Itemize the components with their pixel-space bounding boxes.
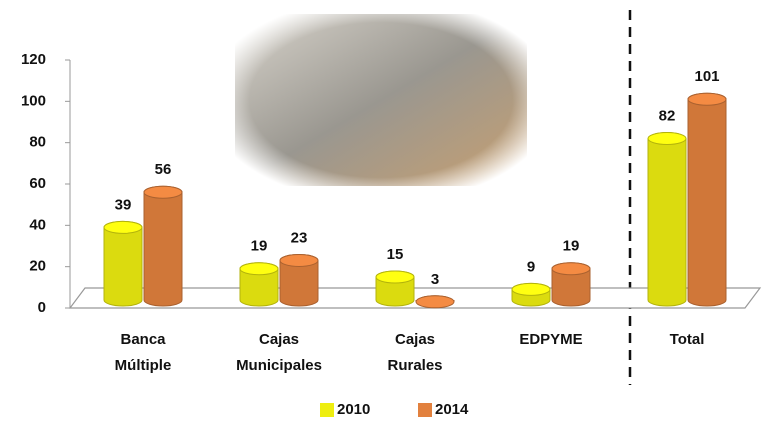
page: 020406080100120BancaMúltiple3956CajasMun…: [0, 0, 769, 425]
data-label: 9: [527, 258, 535, 275]
bar: [648, 133, 686, 306]
data-label: 39: [115, 196, 132, 213]
data-label: 15: [387, 246, 404, 263]
y-tick-label: 100: [21, 92, 46, 109]
bar-top: [376, 271, 414, 283]
x-tick-label: EDPYME: [519, 331, 582, 348]
y-tick-label: 20: [29, 258, 46, 275]
y-tick-label: 60: [29, 175, 46, 192]
bar-top: [552, 263, 590, 275]
data-label: 56: [155, 161, 172, 178]
y-tick-label: 120: [21, 51, 46, 68]
data-label: 3: [431, 271, 439, 288]
bar-top: [648, 133, 686, 145]
bar-top: [104, 221, 142, 233]
bar: [144, 186, 182, 306]
chart: 020406080100120BancaMúltiple3956CajasMun…: [0, 0, 769, 425]
bar-top: [280, 254, 318, 266]
legend-swatch: [320, 403, 334, 417]
y-tick-label: 40: [29, 216, 46, 233]
data-label: 19: [251, 238, 268, 255]
legend-label: 2010: [337, 401, 370, 418]
photo: [235, 14, 527, 186]
bar-top: [416, 296, 454, 308]
bar-top: [144, 186, 182, 198]
data-label: 82: [659, 108, 676, 125]
bar: [688, 93, 726, 306]
legend-label: 2014: [435, 401, 469, 418]
data-label: 101: [694, 68, 719, 85]
bar-top: [688, 93, 726, 105]
y-tick-label: 0: [38, 299, 46, 316]
bar-top: [512, 283, 550, 295]
legend-swatch: [418, 403, 432, 417]
data-label: 23: [291, 229, 308, 246]
bar-top: [240, 263, 278, 275]
y-tick-label: 80: [29, 134, 46, 151]
x-tick-label: Total: [670, 331, 705, 348]
data-label: 19: [563, 238, 580, 255]
bar: [104, 221, 142, 306]
